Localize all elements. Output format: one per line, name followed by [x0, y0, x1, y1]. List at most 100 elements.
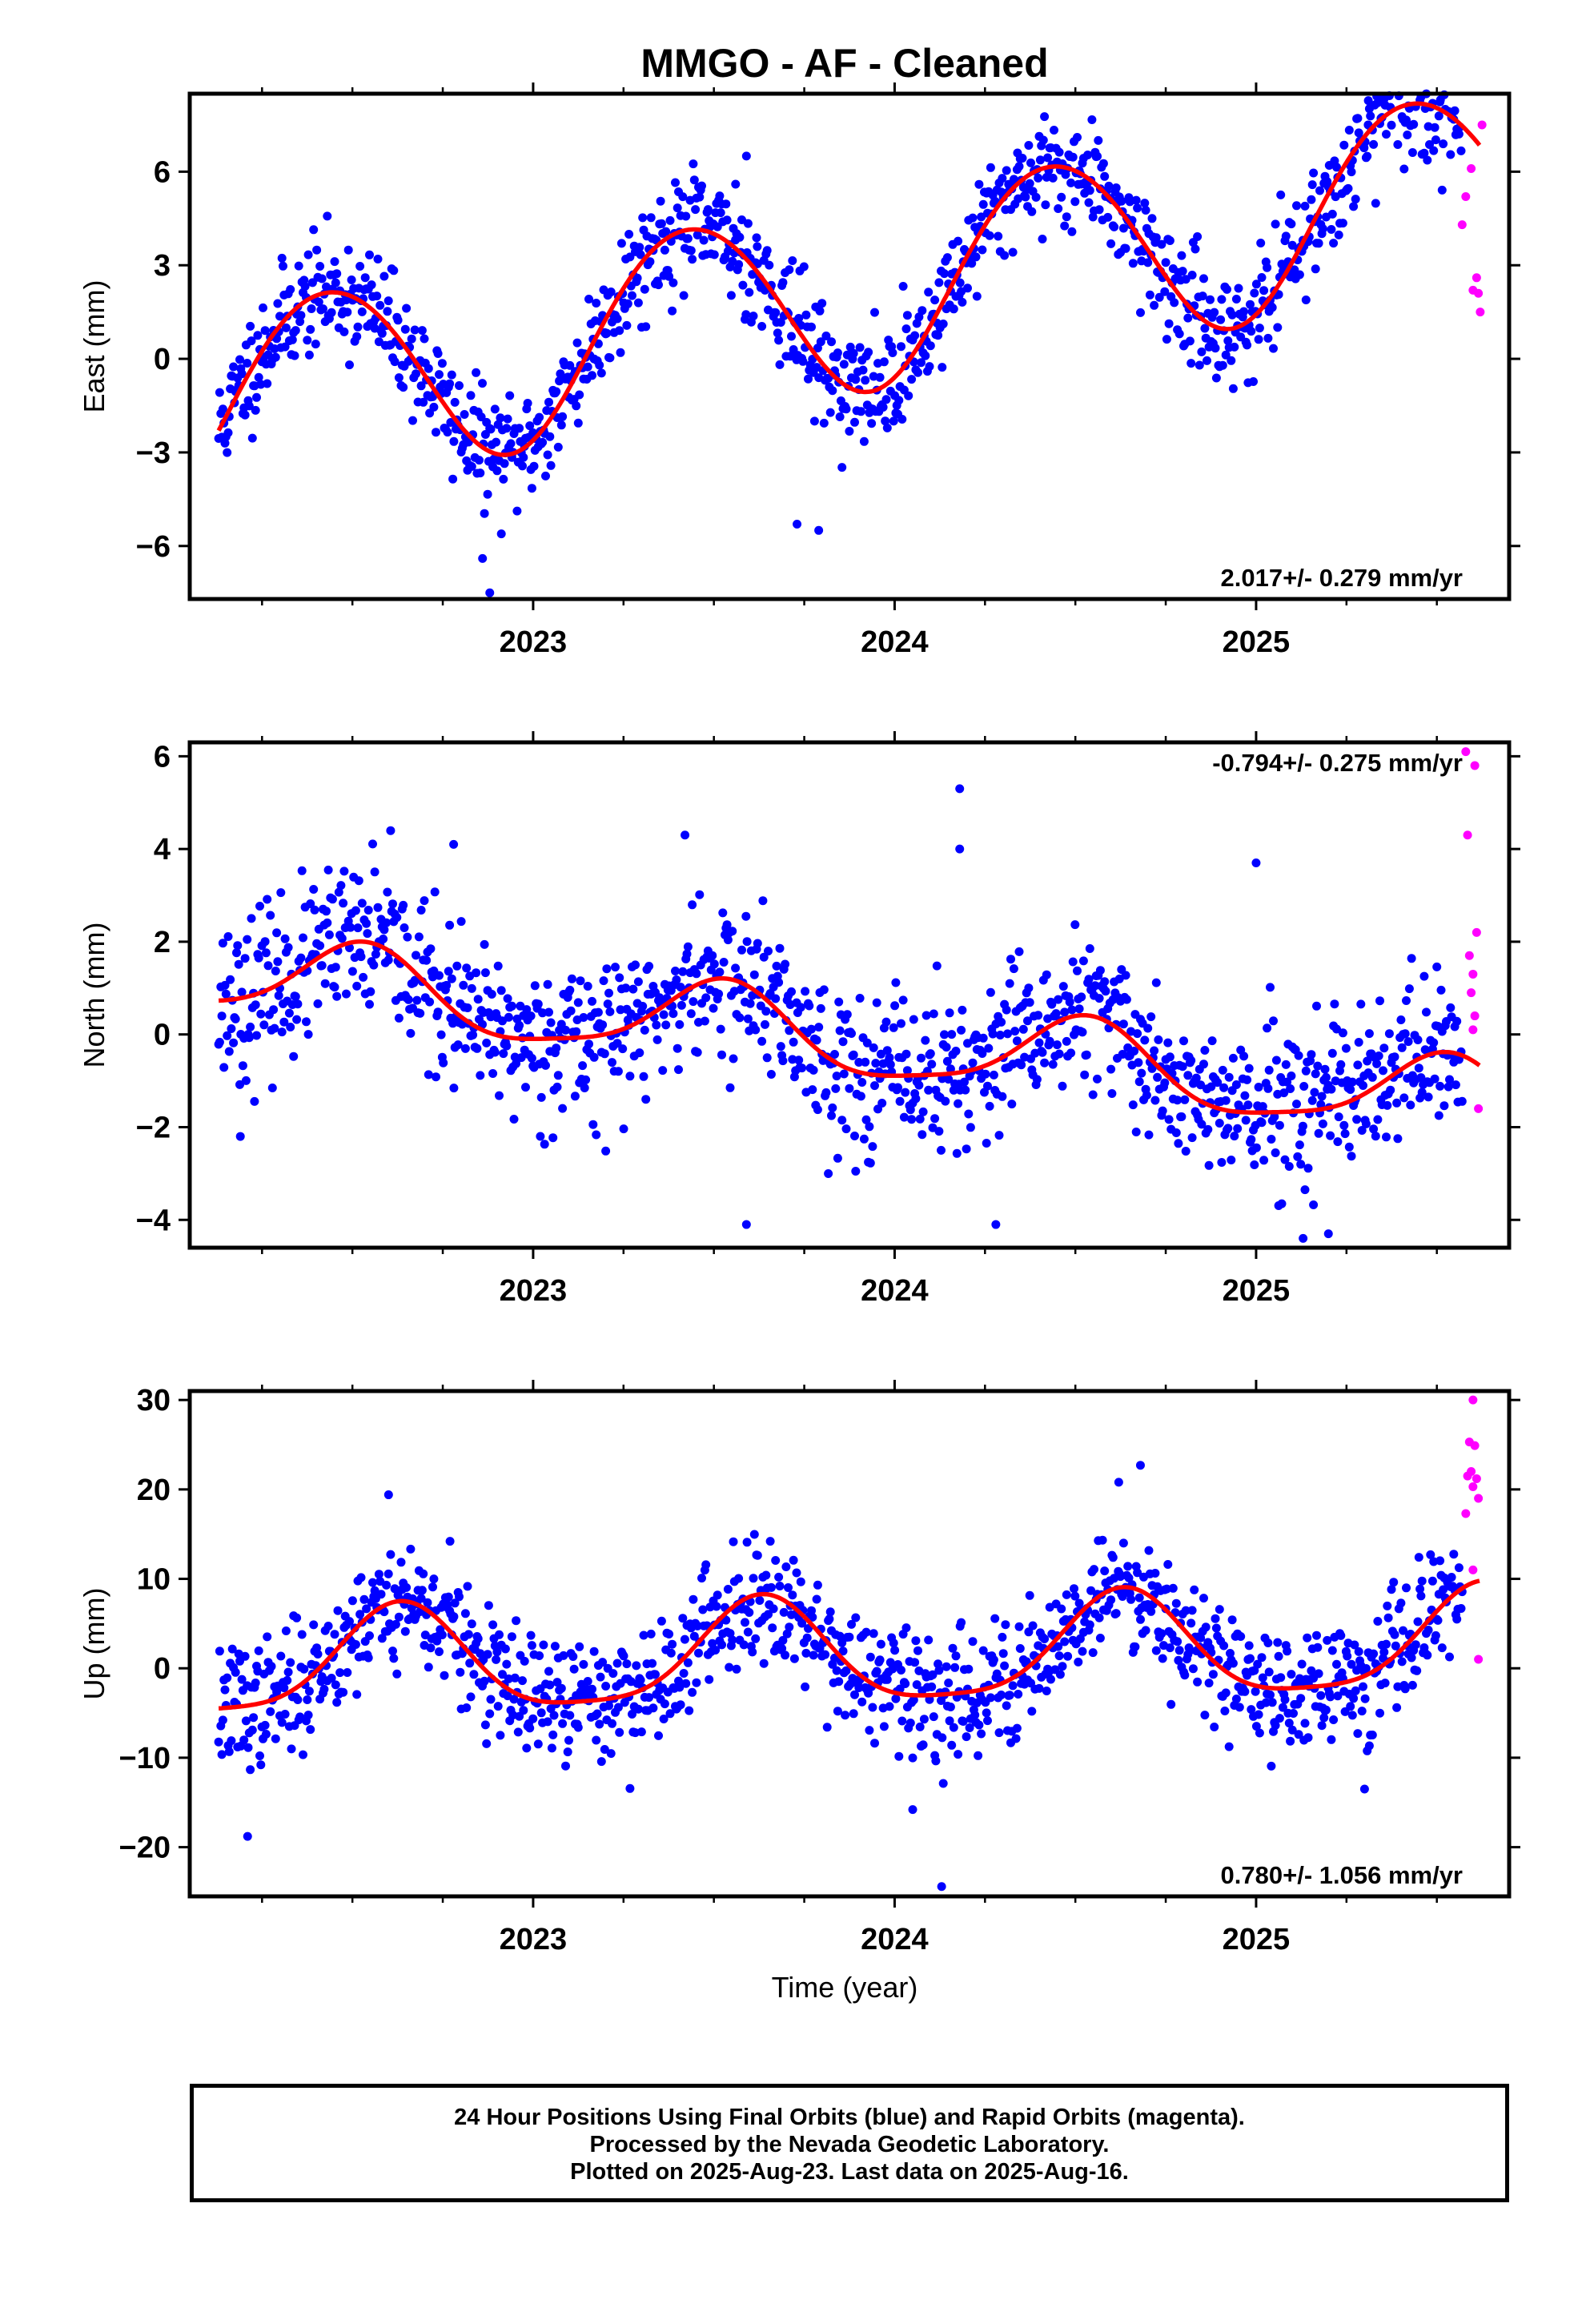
- final-point: [449, 1084, 459, 1093]
- final-point: [1243, 340, 1252, 350]
- final-point: [885, 1702, 894, 1711]
- final-point: [714, 989, 724, 999]
- final-point: [1234, 283, 1243, 293]
- final-point: [612, 1659, 622, 1668]
- final-point: [444, 1592, 453, 1602]
- final-point: [646, 213, 656, 223]
- final-point: [774, 1572, 784, 1582]
- final-point: [986, 1693, 995, 1703]
- final-point: [1386, 1085, 1395, 1095]
- final-point: [927, 1682, 937, 1691]
- final-point: [1008, 1681, 1018, 1691]
- final-point: [859, 1134, 869, 1144]
- final-point: [964, 1664, 974, 1674]
- final-point: [1223, 284, 1231, 294]
- final-point: [1327, 209, 1337, 219]
- final-point: [692, 969, 701, 979]
- final-point: [223, 428, 233, 437]
- final-point: [774, 336, 784, 345]
- final-point: [1257, 1653, 1267, 1663]
- final-point: [680, 1634, 689, 1644]
- final-point: [1062, 1036, 1071, 1046]
- final-point: [1414, 1063, 1423, 1073]
- final-point: [1332, 163, 1341, 172]
- final-point: [1181, 275, 1191, 284]
- final-point: [567, 974, 576, 983]
- rapid-point: [1470, 1011, 1480, 1021]
- final-point: [1215, 1605, 1224, 1614]
- final-point: [1431, 135, 1440, 145]
- final-point: [832, 1666, 841, 1675]
- final-point: [1303, 1164, 1313, 1173]
- final-point: [631, 960, 640, 970]
- final-point: [406, 1028, 416, 1038]
- final-point: [693, 231, 702, 239]
- final-point: [495, 1630, 504, 1639]
- final-point: [1276, 190, 1286, 199]
- final-point: [522, 1743, 532, 1753]
- final-point: [408, 416, 417, 425]
- final-point: [1012, 1036, 1022, 1046]
- final-point: [299, 933, 307, 943]
- final-point: [748, 270, 757, 279]
- final-point: [1307, 180, 1317, 190]
- final-point: [1028, 1621, 1038, 1630]
- final-point: [392, 913, 402, 923]
- final-point: [615, 1727, 624, 1737]
- final-point: [915, 1722, 925, 1731]
- final-point: [573, 998, 583, 1007]
- y-tick-label: 0: [154, 343, 171, 376]
- final-point: [845, 427, 854, 436]
- final-point: [615, 973, 624, 983]
- final-point: [1450, 106, 1460, 115]
- final-point: [388, 1647, 397, 1656]
- final-point: [1321, 1705, 1331, 1715]
- final-point: [994, 231, 1003, 241]
- rapid-point: [1474, 1494, 1484, 1503]
- final-point: [821, 332, 831, 340]
- final-point: [1236, 1632, 1246, 1641]
- final-point: [1250, 288, 1259, 298]
- final-point: [1254, 1710, 1263, 1719]
- final-point: [725, 1663, 734, 1672]
- final-point: [362, 919, 371, 928]
- final-point: [1054, 204, 1063, 213]
- final-point: [701, 1560, 711, 1570]
- final-point: [1350, 1640, 1359, 1650]
- final-point: [1197, 1120, 1207, 1129]
- final-point: [1146, 1606, 1156, 1616]
- final-point: [1382, 1132, 1391, 1142]
- final-point: [955, 784, 965, 794]
- final-point: [263, 1632, 272, 1642]
- final-point: [420, 334, 429, 344]
- final-point: [1224, 1072, 1234, 1082]
- final-point: [851, 1613, 861, 1622]
- final-point: [513, 1727, 523, 1737]
- final-point: [1143, 258, 1153, 267]
- final-point: [611, 963, 620, 972]
- final-point: [314, 297, 323, 307]
- final-point: [850, 417, 859, 427]
- final-point: [907, 375, 917, 384]
- final-point: [1098, 1535, 1107, 1545]
- rapid-point: [1467, 163, 1476, 173]
- final-point: [235, 1132, 245, 1141]
- final-point: [279, 261, 287, 271]
- final-point: [1339, 1120, 1349, 1130]
- final-point: [1219, 1083, 1229, 1092]
- final-point: [546, 1018, 556, 1027]
- final-point: [689, 175, 699, 185]
- final-point: [515, 1020, 524, 1030]
- final-point: [658, 1066, 668, 1076]
- final-point: [1074, 1004, 1084, 1014]
- final-point: [558, 412, 568, 421]
- final-point: [772, 961, 781, 971]
- final-point: [1228, 1659, 1238, 1668]
- final-point: [1389, 1578, 1399, 1587]
- final-point: [1173, 1637, 1182, 1647]
- final-point: [978, 1033, 988, 1043]
- final-point: [235, 1080, 244, 1089]
- final-point: [1210, 1723, 1219, 1731]
- final-point: [492, 437, 501, 447]
- final-point: [1177, 251, 1186, 260]
